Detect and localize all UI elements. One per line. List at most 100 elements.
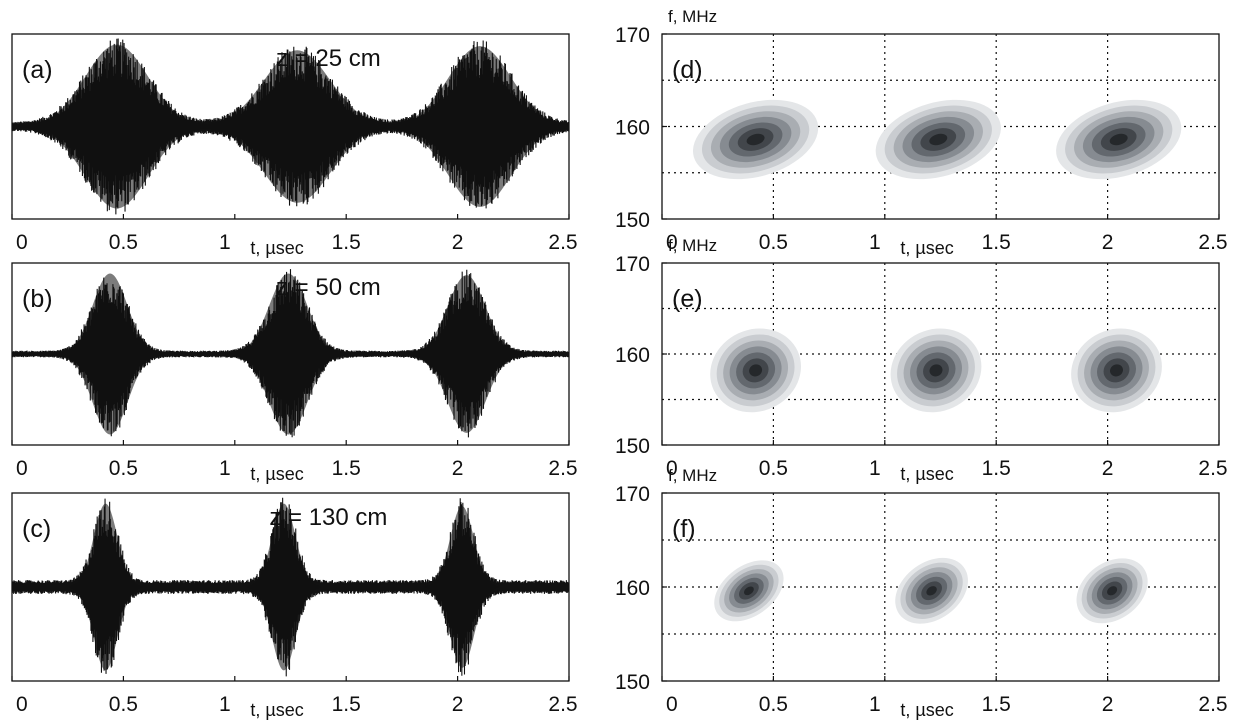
panel-c: 0 0.5 1 1.5 2 2.5 t, µsec (c) z = 130 cm	[11, 492, 578, 720]
x-tick-label: 2	[452, 231, 464, 254]
x-tick-label: 2.5	[548, 457, 577, 480]
x-tick-label: 2	[1102, 231, 1114, 254]
x-tick-label: 1	[869, 231, 881, 254]
spectral-blob-3	[1056, 99, 1182, 180]
x-tick-label: 2.5	[1198, 231, 1227, 254]
axes-frame	[11, 33, 570, 220]
panel-label: (d)	[672, 56, 703, 84]
panel-label: (c)	[22, 515, 51, 543]
x-tick-label: 1.5	[332, 231, 361, 254]
panel-annotation: z = 130 cm	[269, 504, 387, 531]
pulse-1	[18, 44, 215, 209]
panel-a: 0 0.5 1 1.5 2 2.5 t, µsec (a) z = 25 cm	[11, 33, 578, 258]
x-axis-label: t, µsec	[900, 238, 953, 258]
y-axis-label: f, MHz	[668, 466, 717, 485]
spectral-blob-3	[1076, 558, 1148, 624]
spectral-blob-2	[890, 328, 982, 413]
y-tick-label: 160	[615, 577, 650, 600]
x-tick-label: 2	[1102, 693, 1114, 716]
panel-annotation: z = 50 cm	[276, 274, 381, 301]
x-axis-label: t, µsec	[900, 700, 953, 720]
panel-label: (e)	[672, 285, 703, 313]
contour-level	[743, 586, 754, 596]
x-tick-label: 0.5	[759, 231, 788, 254]
pulse-1	[68, 503, 143, 671]
contour-level	[746, 133, 765, 146]
y-tick-label: 160	[615, 117, 650, 140]
x-tick-label: 2.5	[1198, 457, 1227, 480]
x-tick-label: 1	[219, 693, 231, 716]
panel-label: (a)	[22, 56, 53, 84]
spectral-blob-1	[710, 328, 801, 413]
x-tick-label: 2.5	[1198, 693, 1227, 716]
x-tick-label: 1	[869, 693, 881, 716]
x-axis-label: t, µsec	[250, 464, 303, 484]
x-tick-label: 0	[666, 231, 678, 254]
contour-level	[926, 586, 937, 596]
x-tick-label: 1.5	[332, 457, 361, 480]
spectral-blob-1	[714, 560, 784, 622]
x-tick-label: 2.5	[548, 231, 577, 254]
x-tick-label: 0.5	[109, 457, 138, 480]
x-tick-label: 2	[1102, 457, 1114, 480]
pulse-3	[381, 46, 569, 207]
x-tick-label: 0.5	[109, 231, 138, 254]
x-tick-label: 1.5	[982, 457, 1011, 480]
spectral-blob-1	[692, 99, 819, 180]
plot-area	[12, 497, 569, 677]
x-tick-label: 0	[16, 693, 28, 716]
axes-frame	[661, 262, 1220, 446]
pulse-2	[194, 50, 401, 203]
x-tick-label: 1	[869, 457, 881, 480]
x-axis-label: t, µsec	[250, 700, 303, 720]
x-axis-label: t, µsec	[250, 238, 303, 258]
x-tick-label: 1	[219, 231, 231, 254]
panel-annotation: z = 25 cm	[276, 45, 381, 72]
panel-f: 150 160 170 f, MHz 0 0.5 1 1.5 2 2.5 t, µsec (f)	[615, 466, 1228, 720]
spectral-blob-2	[875, 99, 1001, 180]
plot-area	[662, 34, 1219, 219]
y-tick-label: 150	[615, 435, 650, 458]
y-tick-label: 160	[615, 344, 650, 367]
x-tick-label: 0	[666, 693, 678, 716]
x-tick-label: 0.5	[759, 693, 788, 716]
spectral-blob-2	[895, 557, 968, 624]
panel-label: (f)	[672, 515, 696, 543]
contour-level	[929, 364, 943, 377]
y-tick-label: 150	[615, 671, 650, 694]
plot-area	[12, 269, 569, 438]
plot-area	[662, 263, 1219, 445]
y-tick-label: 170	[615, 253, 650, 276]
axes-frame	[11, 492, 570, 682]
spectral-blob-3	[1071, 328, 1162, 413]
contour-level	[929, 133, 948, 146]
pulse-3	[407, 275, 526, 433]
x-tick-label: 0	[16, 231, 28, 254]
axes-frame	[11, 262, 570, 446]
y-tick-label: 170	[615, 483, 650, 506]
x-tick-label: 1	[219, 457, 231, 480]
panel-label: (b)	[22, 285, 53, 313]
plot-area	[12, 38, 569, 215]
pulse-3	[425, 506, 499, 668]
panel-b: 0 0.5 1 1.5 2 2.5 t, µsec (b) z = 50 cm	[11, 262, 578, 484]
x-tick-label: 1.5	[982, 693, 1011, 716]
y-axis-label: f, MHz	[668, 236, 717, 255]
x-tick-label: 2	[452, 457, 464, 480]
x-tick-label: 1.5	[332, 693, 361, 716]
x-tick-label: 2	[452, 693, 464, 716]
x-tick-label: 2.5	[548, 693, 577, 716]
y-tick-label: 150	[615, 209, 650, 232]
y-tick-label: 170	[615, 24, 650, 47]
pulse-2	[229, 273, 348, 435]
pulse-1	[56, 273, 164, 435]
axes-frame	[661, 492, 1220, 682]
y-axis-label: f, MHz	[668, 7, 717, 26]
x-tick-label: 0	[16, 457, 28, 480]
plot-area	[662, 493, 1219, 681]
x-tick-label: 0	[666, 457, 678, 480]
x-tick-label: 0.5	[109, 693, 138, 716]
x-tick-label: 1.5	[982, 231, 1011, 254]
contour-level	[1107, 586, 1118, 596]
